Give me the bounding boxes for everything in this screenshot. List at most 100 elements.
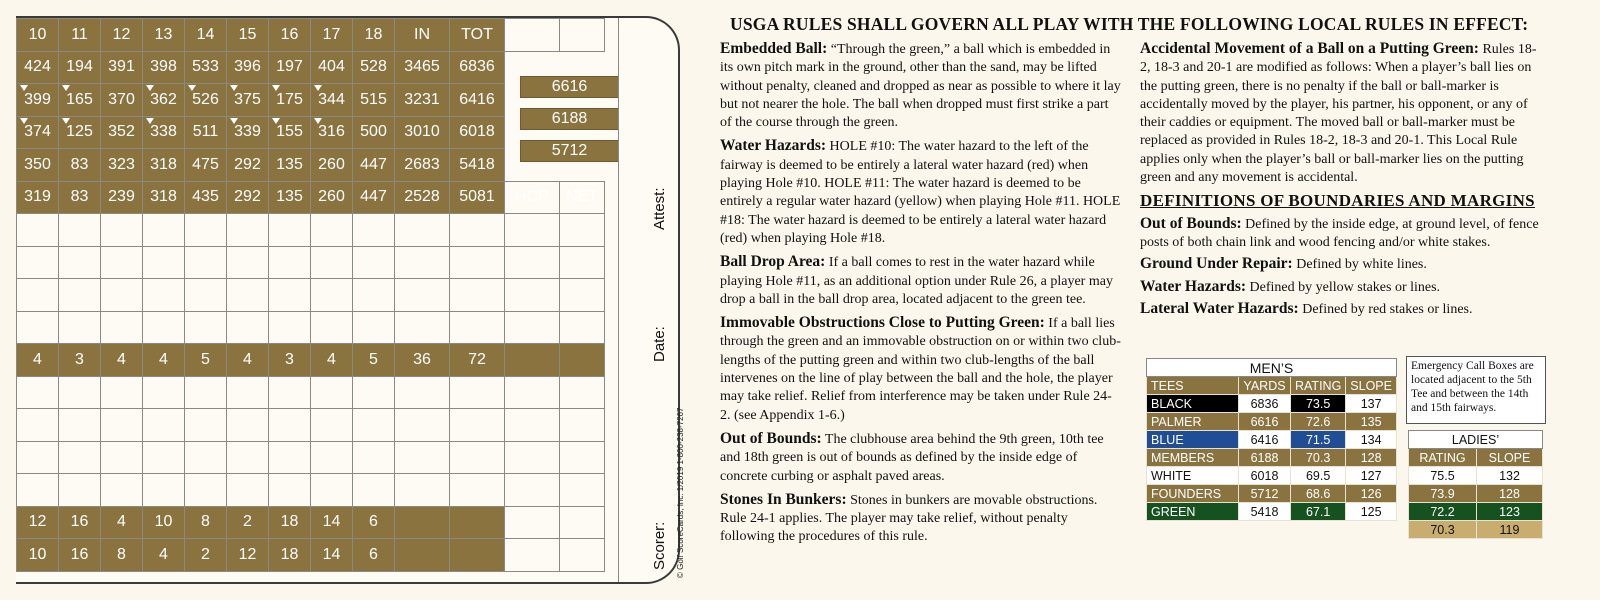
score-entry-cell[interactable] bbox=[184, 310, 227, 344]
score-entry-cell[interactable] bbox=[559, 473, 605, 507]
score-entry-cell[interactable] bbox=[394, 473, 450, 507]
score-entry-cell[interactable] bbox=[268, 278, 311, 312]
score-entry-cell[interactable] bbox=[504, 375, 560, 409]
score-entry-cell[interactable] bbox=[184, 213, 227, 247]
score-entry-cell[interactable] bbox=[100, 408, 143, 442]
score-entry-cell[interactable] bbox=[16, 213, 59, 247]
score-entry-cell[interactable] bbox=[58, 473, 101, 507]
score-entry-cell[interactable] bbox=[142, 375, 185, 409]
score-entry-cell[interactable] bbox=[268, 375, 311, 409]
score-entry-cell[interactable] bbox=[394, 213, 450, 247]
score-entry-cell[interactable] bbox=[352, 440, 395, 474]
score-entry-cell[interactable] bbox=[226, 213, 269, 247]
score-entry-cell[interactable] bbox=[100, 213, 143, 247]
score-entry-cell[interactable] bbox=[449, 310, 505, 344]
score-entry-cell[interactable] bbox=[58, 310, 101, 344]
score-entry-cell[interactable] bbox=[310, 213, 353, 247]
score-entry-cell[interactable] bbox=[100, 375, 143, 409]
score-entry-cell[interactable] bbox=[268, 213, 311, 247]
player-score-row[interactable] bbox=[16, 408, 605, 442]
score-entry-cell[interactable] bbox=[184, 408, 227, 442]
score-entry-cell[interactable] bbox=[504, 310, 560, 344]
score-entry-cell[interactable] bbox=[184, 440, 227, 474]
score-entry-cell[interactable] bbox=[184, 473, 227, 507]
score-entry-cell[interactable] bbox=[310, 408, 353, 442]
score-entry-cell[interactable] bbox=[226, 245, 269, 279]
score-entry-cell[interactable] bbox=[58, 213, 101, 247]
score-entry-cell[interactable] bbox=[226, 278, 269, 312]
score-entry-cell[interactable] bbox=[16, 408, 59, 442]
player-score-row[interactable] bbox=[16, 473, 605, 507]
score-entry-cell[interactable] bbox=[559, 310, 605, 344]
score-entry-cell[interactable] bbox=[142, 213, 185, 247]
score-entry-cell[interactable] bbox=[504, 245, 560, 279]
score-entry-cell[interactable] bbox=[449, 213, 505, 247]
score-entry-cell[interactable] bbox=[394, 440, 450, 474]
score-entry-cell[interactable] bbox=[226, 473, 269, 507]
score-entry-cell[interactable] bbox=[449, 473, 505, 507]
score-entry-cell[interactable] bbox=[226, 408, 269, 442]
score-entry-cell[interactable] bbox=[268, 473, 311, 507]
score-entry-cell[interactable] bbox=[268, 408, 311, 442]
score-entry-cell[interactable] bbox=[226, 440, 269, 474]
score-entry-cell[interactable] bbox=[449, 440, 505, 474]
score-entry-cell[interactable] bbox=[100, 245, 143, 279]
score-entry-cell[interactable] bbox=[142, 245, 185, 279]
score-entry-cell[interactable] bbox=[352, 408, 395, 442]
score-entry-cell[interactable] bbox=[100, 440, 143, 474]
score-entry-cell[interactable] bbox=[504, 278, 560, 312]
score-entry-cell[interactable] bbox=[16, 473, 59, 507]
player-score-row[interactable] bbox=[16, 310, 605, 344]
score-entry-cell[interactable] bbox=[142, 473, 185, 507]
score-entry-cell[interactable] bbox=[310, 278, 353, 312]
score-entry-cell[interactable] bbox=[310, 310, 353, 344]
score-entry-cell[interactable] bbox=[310, 473, 353, 507]
score-entry-cell[interactable] bbox=[142, 408, 185, 442]
score-entry-cell[interactable] bbox=[16, 440, 59, 474]
score-entry-cell[interactable] bbox=[16, 245, 59, 279]
score-entry-cell[interactable] bbox=[16, 375, 59, 409]
score-entry-cell[interactable] bbox=[559, 375, 605, 409]
player-score-row[interactable] bbox=[16, 440, 605, 474]
score-entry-cell[interactable] bbox=[58, 375, 101, 409]
player-score-row[interactable] bbox=[16, 245, 605, 279]
score-entry-cell[interactable] bbox=[58, 278, 101, 312]
score-entry-cell[interactable] bbox=[504, 213, 560, 247]
score-entry-cell[interactable] bbox=[310, 440, 353, 474]
score-entry-cell[interactable] bbox=[559, 440, 605, 474]
score-entry-cell[interactable] bbox=[559, 245, 605, 279]
score-entry-cell[interactable] bbox=[394, 278, 450, 312]
score-entry-cell[interactable] bbox=[142, 440, 185, 474]
score-entry-cell[interactable] bbox=[58, 408, 101, 442]
score-entry-cell[interactable] bbox=[504, 408, 560, 442]
score-entry-cell[interactable] bbox=[142, 310, 185, 344]
score-entry-cell[interactable] bbox=[394, 245, 450, 279]
score-entry-cell[interactable] bbox=[268, 440, 311, 474]
score-entry-cell[interactable] bbox=[352, 473, 395, 507]
score-entry-cell[interactable] bbox=[142, 278, 185, 312]
score-entry-cell[interactable] bbox=[184, 375, 227, 409]
score-entry-cell[interactable] bbox=[559, 278, 605, 312]
score-entry-cell[interactable] bbox=[16, 278, 59, 312]
score-entry-cell[interactable] bbox=[352, 245, 395, 279]
score-entry-cell[interactable] bbox=[100, 310, 143, 344]
score-entry-cell[interactable] bbox=[58, 440, 101, 474]
player-score-row[interactable] bbox=[16, 213, 605, 247]
score-entry-cell[interactable] bbox=[100, 473, 143, 507]
score-entry-cell[interactable] bbox=[449, 375, 505, 409]
score-entry-cell[interactable] bbox=[352, 310, 395, 344]
score-entry-cell[interactable] bbox=[268, 310, 311, 344]
score-entry-cell[interactable] bbox=[352, 278, 395, 312]
score-entry-cell[interactable] bbox=[58, 245, 101, 279]
score-entry-cell[interactable] bbox=[184, 245, 227, 279]
score-entry-cell[interactable] bbox=[394, 310, 450, 344]
score-entry-cell[interactable] bbox=[352, 213, 395, 247]
score-entry-cell[interactable] bbox=[310, 245, 353, 279]
score-entry-cell[interactable] bbox=[226, 310, 269, 344]
score-entry-cell[interactable] bbox=[504, 440, 560, 474]
score-entry-cell[interactable] bbox=[559, 408, 605, 442]
score-entry-cell[interactable] bbox=[310, 375, 353, 409]
player-score-row[interactable] bbox=[16, 375, 605, 409]
score-entry-cell[interactable] bbox=[394, 375, 450, 409]
score-entry-cell[interactable] bbox=[559, 213, 605, 247]
